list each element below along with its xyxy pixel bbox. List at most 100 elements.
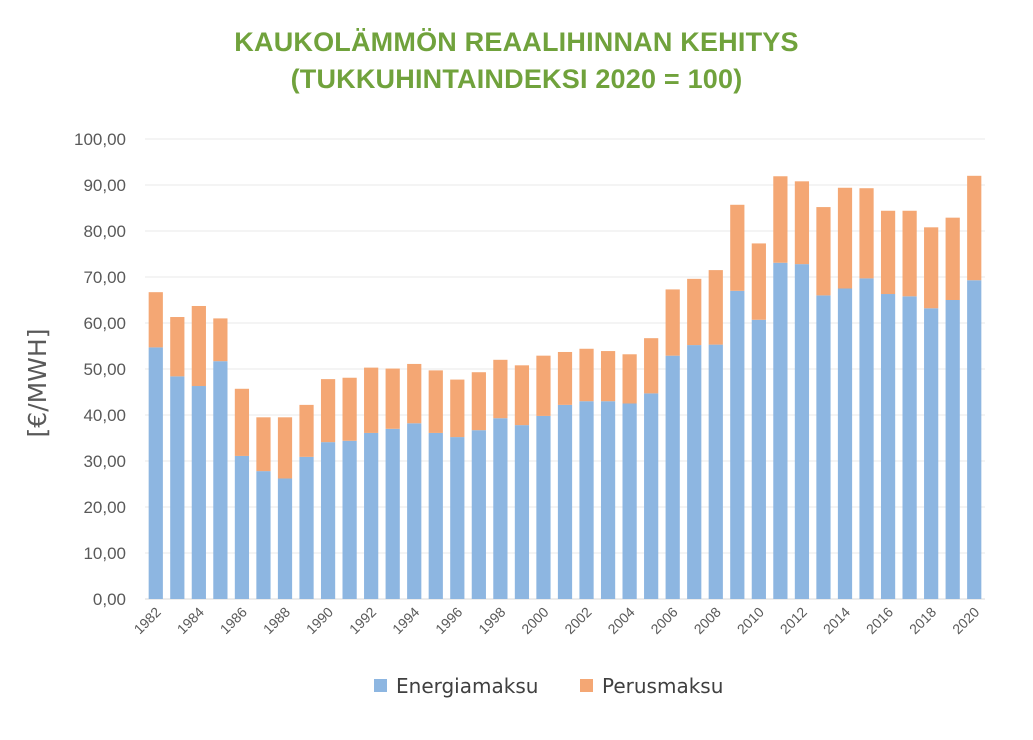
bar-energiamaksu-2012 (794, 264, 810, 599)
y-tick-label: 70,00 (83, 268, 126, 287)
legend-swatch-perusmaksu (580, 679, 593, 692)
x-tick-label: 1994 (389, 604, 422, 637)
bar-perusmaksu-2002 (579, 348, 594, 402)
y-tick-label: 100,00 (74, 130, 126, 149)
bar-energiamaksu-1989 (299, 456, 314, 599)
x-tick-label: 2018 (906, 604, 939, 637)
bar-perusmaksu-2000 (536, 355, 551, 416)
bar-perusmaksu-2020 (967, 175, 982, 281)
x-tick-label: 2000 (518, 604, 551, 637)
bar-energiamaksu-2014 (837, 288, 853, 599)
bar-perusmaksu-1989 (299, 404, 314, 457)
bar-perusmaksu-2005 (644, 338, 659, 394)
bar-perusmaksu-2015 (859, 188, 874, 279)
x-tick-label: 1996 (432, 604, 465, 637)
bar-perusmaksu-1991 (342, 377, 357, 441)
bar-perusmaksu-2008 (708, 270, 723, 345)
bar-energiamaksu-2003 (600, 401, 616, 599)
y-tick-label: 30,00 (83, 452, 126, 471)
y-tick-label: 60,00 (83, 314, 126, 333)
bar-energiamaksu-2020 (967, 280, 982, 599)
bar-perusmaksu-2009 (730, 204, 745, 291)
bar-energiamaksu-2017 (902, 296, 917, 599)
legend-swatch-energiamaksu (374, 679, 387, 692)
bar-energiamaksu-1986 (234, 455, 250, 599)
bar-perusmaksu-1996 (450, 379, 465, 438)
bar-perusmaksu-1998 (493, 359, 508, 419)
bar-energiamaksu-1982 (148, 347, 163, 599)
bar-energiamaksu-2002 (579, 401, 594, 599)
bar-perusmaksu-2006 (665, 289, 680, 356)
bar-perusmaksu-2012 (794, 181, 810, 265)
bar-energiamaksu-1994 (407, 423, 422, 599)
bar-perusmaksu-1995 (428, 370, 443, 433)
bar-perusmaksu-1982 (148, 292, 163, 348)
legend-label-energiamaksu: Energiamaksu (396, 674, 538, 698)
bar-perusmaksu-2017 (902, 210, 917, 297)
x-tick-label: 2014 (820, 604, 853, 637)
bar-energiamaksu-1996 (450, 437, 465, 599)
y-axis-label: [€/MWH] (23, 329, 52, 438)
y-tick-label: 40,00 (83, 406, 126, 425)
bar-perusmaksu-2011 (773, 176, 788, 263)
bar-energiamaksu-2015 (859, 278, 874, 599)
bar-energiamaksu-2016 (880, 294, 896, 599)
x-tick-label: 1986 (217, 604, 250, 637)
x-tick-label: 2020 (949, 604, 982, 637)
x-tick-label: 2006 (647, 604, 680, 637)
bar-perusmaksu-2001 (557, 351, 573, 405)
bar-energiamaksu-1992 (364, 432, 379, 599)
x-tick-label: 1984 (174, 604, 207, 637)
bars (148, 175, 982, 599)
bar-perusmaksu-1994 (407, 363, 422, 424)
bar-perusmaksu-2018 (924, 227, 939, 309)
bar-perusmaksu-1984 (191, 305, 206, 387)
x-axis-ticks: 1982 1984 1986 1988 1990 1992 1994 1996 1998 2000… (131, 604, 983, 637)
bar-energiamaksu-1983 (170, 376, 185, 599)
bar-energiamaksu-2000 (536, 415, 551, 599)
bar-energiamaksu-1988 (277, 478, 293, 599)
bar-perusmaksu-2016 (880, 210, 896, 295)
bar-energiamaksu-2004 (622, 403, 637, 599)
bar-energiamaksu-2005 (644, 393, 659, 599)
x-tick-label: 2012 (777, 604, 810, 637)
bar-perusmaksu-1986 (234, 388, 250, 456)
x-tick-label: 1998 (475, 604, 508, 637)
bar-perusmaksu-2004 (622, 354, 637, 404)
x-tick-label: 1990 (303, 604, 336, 637)
bar-energiamaksu-2007 (687, 345, 702, 599)
y-axis-ticks: 0,00 10,00 20,00 30,00 40,00 50,00 60,00 70,00 8… (74, 130, 126, 609)
bar-energiamaksu-2009 (730, 290, 745, 599)
bar-energiamaksu-2008 (708, 344, 723, 599)
bar-perusmaksu-2010 (751, 243, 766, 320)
bar-perusmaksu-2019 (945, 217, 960, 300)
y-tick-label: 90,00 (83, 176, 126, 195)
bar-energiamaksu-2018 (924, 308, 939, 599)
bar-energiamaksu-2006 (665, 355, 680, 599)
bar-energiamaksu-1990 (320, 442, 336, 599)
bar-energiamaksu-1991 (342, 440, 357, 599)
bar-perusmaksu-1997 (471, 372, 486, 431)
chart-title-line-1: KAUKOLÄMMÖN REAALIHINNAN KEHITYS (234, 27, 799, 57)
bar-energiamaksu-1995 (428, 432, 443, 599)
bar-perusmaksu-2007 (687, 278, 702, 346)
x-tick-label: 2004 (604, 604, 637, 637)
bar-energiamaksu-1997 (471, 430, 486, 599)
chart-title-line-2: (TUKKUHINTAINDEKSI 2020 = 100) (290, 64, 743, 94)
bar-perusmaksu-1992 (364, 367, 379, 433)
bar-perusmaksu-1983 (170, 317, 185, 377)
y-tick-label: 20,00 (83, 498, 126, 517)
y-tick-label: 50,00 (83, 360, 126, 379)
bar-energiamaksu-2010 (751, 319, 766, 599)
bar-energiamaksu-1987 (256, 471, 271, 599)
bar-perusmaksu-1993 (385, 368, 400, 429)
bar-perusmaksu-1999 (514, 365, 530, 426)
y-tick-label: 80,00 (83, 222, 126, 241)
x-tick-label: 1988 (260, 604, 293, 637)
legend-label-perusmaksu: Perusmaksu (602, 674, 723, 698)
bar-perusmaksu-2013 (816, 207, 831, 296)
x-tick-label: 2016 (863, 604, 896, 637)
x-tick-label: 2002 (561, 604, 594, 637)
